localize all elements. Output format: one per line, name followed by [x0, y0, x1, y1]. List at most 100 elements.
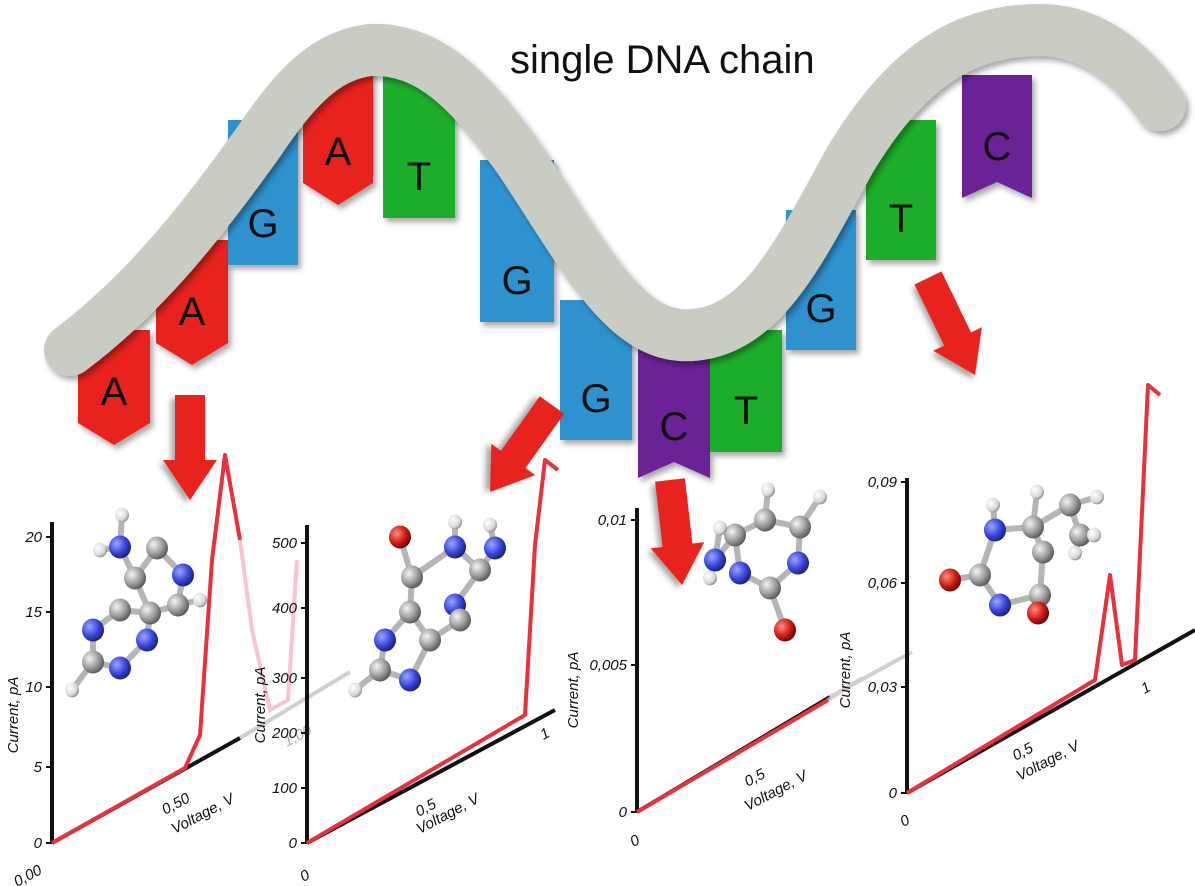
atom-n: [729, 561, 751, 585]
atom-c: [82, 650, 104, 674]
pointer-arrow-1: [163, 395, 217, 500]
base-c-8: C: [638, 345, 710, 478]
x-tick-label: 0: [897, 811, 913, 830]
atom-h: [986, 497, 1000, 513]
base-letter: G: [501, 259, 532, 303]
y-tick-label: 0: [289, 835, 298, 852]
cytosine-molecule: [703, 482, 827, 642]
atom-n: [399, 668, 421, 692]
y-tick-label: 500: [272, 535, 298, 552]
atom-c: [399, 600, 421, 624]
atom-c: [449, 608, 471, 632]
atom-c: [146, 536, 168, 560]
atom-n: [172, 563, 194, 587]
x-tick-label: 0,00: [11, 861, 45, 886]
adenine-molecule: [65, 507, 207, 698]
y-tick-label: 0: [34, 835, 43, 852]
atom-n: [136, 628, 158, 652]
diagram-title: single DNA chain: [510, 38, 815, 82]
base-letter: C: [983, 125, 1012, 169]
base-letter: T: [407, 155, 431, 199]
atom-c: [1059, 493, 1081, 517]
atom-o: [1027, 601, 1049, 625]
atom-n: [109, 656, 131, 680]
atom-h: [713, 520, 727, 536]
y-axis-label: Current, pA: [5, 677, 22, 754]
atom-h: [448, 514, 462, 530]
base-t-5: T: [383, 65, 455, 218]
atom-c: [754, 508, 776, 532]
atom-c: [969, 563, 991, 587]
atom-h: [1068, 545, 1082, 561]
x-tick-label: 1: [537, 725, 552, 744]
atom-c: [1029, 583, 1051, 607]
y-axis-label: Current, pA: [565, 652, 582, 729]
atom-c: [401, 565, 423, 589]
atom-c: [759, 576, 781, 600]
y-tick-label: 0,01: [598, 512, 627, 529]
x-tick-label: 0: [627, 831, 643, 850]
atom-n: [984, 518, 1006, 542]
atom-n: [484, 536, 506, 560]
y-tick-label: 0,06: [868, 575, 898, 592]
atom-h: [65, 682, 79, 698]
current-curve: [905, 383, 1162, 795]
atom-n: [82, 618, 104, 642]
y-tick-label: 20: [24, 529, 42, 546]
atom-h: [813, 489, 827, 505]
base-letter: A: [179, 290, 206, 334]
base-shape: [710, 330, 782, 452]
base-letter: A: [101, 370, 128, 414]
atom-n: [704, 548, 726, 572]
current-curve-faded: [238, 539, 299, 714]
atom-c: [1022, 515, 1044, 539]
base-g-7: G: [560, 300, 632, 440]
atom-c: [139, 601, 161, 625]
y-tick-label: 300: [272, 670, 298, 687]
current-curve: [635, 698, 830, 814]
atom-o: [389, 525, 411, 549]
y-tick-label: 15: [25, 604, 42, 621]
x-tick-label: 1: [1138, 679, 1153, 698]
x-axis-faded: [238, 670, 352, 740]
base-letter: T: [889, 197, 913, 241]
pointer-arrow-3: [650, 478, 705, 585]
current-curve: [51, 453, 242, 845]
y-tick-label: 0,005: [589, 657, 627, 674]
x-tick-label: 0: [297, 866, 313, 885]
thymine-molecule: [939, 484, 1104, 625]
base-shape: [383, 65, 455, 218]
atom-n: [989, 593, 1011, 617]
atom-c: [419, 628, 441, 652]
atom-c: [1032, 540, 1054, 564]
base-letter: C: [660, 405, 689, 449]
atom-c: [369, 658, 391, 682]
base-shape: [560, 300, 632, 440]
pointer-arrow-4: [914, 271, 982, 376]
current-curve: [305, 458, 560, 845]
base-letter: G: [580, 377, 611, 421]
atom-n: [109, 535, 131, 559]
base-letter: G: [247, 202, 278, 246]
y-tick-label: 0,09: [868, 474, 898, 491]
base-letter: A: [325, 130, 352, 174]
atom-h: [703, 570, 717, 586]
atom-c: [1069, 523, 1091, 547]
y-tick-label: 200: [271, 725, 298, 742]
arrows-layer: [163, 271, 982, 585]
atom-c: [124, 566, 146, 590]
atom-c: [789, 515, 811, 539]
atom-h: [115, 507, 129, 523]
atom-c: [469, 558, 491, 582]
y-tick-label: 0: [889, 785, 898, 802]
y-axis-label: Current, pA: [252, 667, 269, 744]
atom-c: [109, 598, 131, 622]
atom-c: [167, 593, 189, 617]
atom-n: [787, 551, 809, 575]
guanine-molecule: [348, 514, 506, 698]
x-axis-faded: [829, 650, 913, 699]
base-shape: [962, 75, 1032, 198]
